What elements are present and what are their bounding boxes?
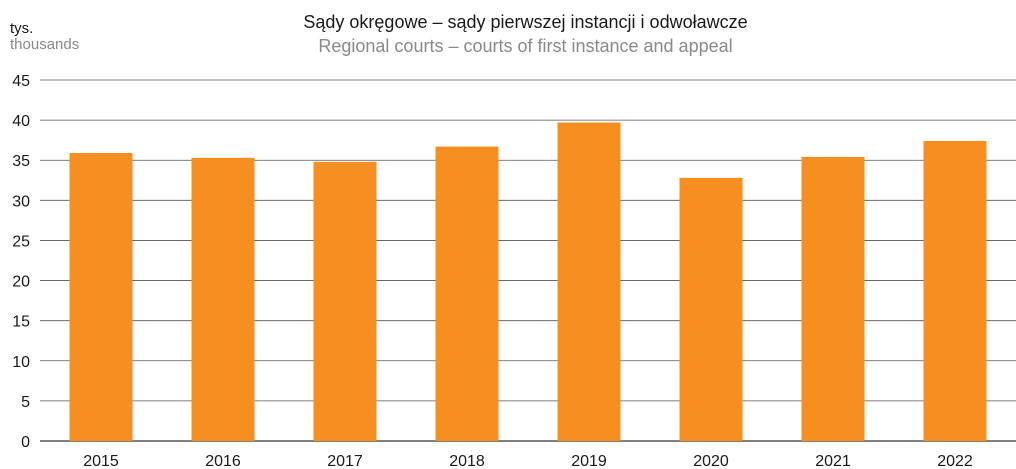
bar-2018 [435,146,499,441]
bar-2022 [923,140,987,442]
x-tick-label: 2021 [815,453,851,469]
bar-2017 [313,161,377,441]
y-unit-label-en: thousands [10,36,80,53]
bar-2019 [557,122,621,442]
x-tick-label: 2022 [937,453,973,469]
y-tick-label: 45 [12,73,30,90]
x-axis-ticks: 2015 2016 2017 2018 2019 2020 2021 2022 [83,453,973,469]
bar-2015 [69,153,133,441]
y-tick-label: 25 [12,233,30,250]
chart-title: Sądy okręgowe – sądy pierwszej instancji… [303,12,748,32]
x-tick-label: 2017 [327,453,363,469]
chart-subtitle: Regional courts – courts of first instan… [318,36,733,56]
y-axis-ticks: 0 5 10 15 20 25 30 35 40 45 [12,73,30,451]
x-tick-label: 2018 [449,453,485,469]
bars [69,122,987,442]
gridlines [40,79,1016,442]
x-tick-label: 2016 [205,453,241,469]
y-tick-label: 0 [21,434,30,451]
bar-2020 [679,177,743,442]
y-tick-label: 5 [21,394,30,411]
bar-2016 [191,157,255,441]
y-tick-label: 30 [12,193,30,210]
y-tick-label: 35 [12,153,30,170]
y-tick-label: 20 [12,274,30,291]
bar-2021 [801,157,865,441]
x-tick-label: 2019 [571,453,607,469]
y-tick-label: 15 [12,314,30,331]
x-tick-label: 2020 [693,453,729,469]
y-unit-label-pl: tys. [10,20,34,37]
y-tick-label: 40 [12,113,30,130]
x-tick-label: 2015 [83,453,119,469]
y-tick-label: 10 [12,354,30,371]
